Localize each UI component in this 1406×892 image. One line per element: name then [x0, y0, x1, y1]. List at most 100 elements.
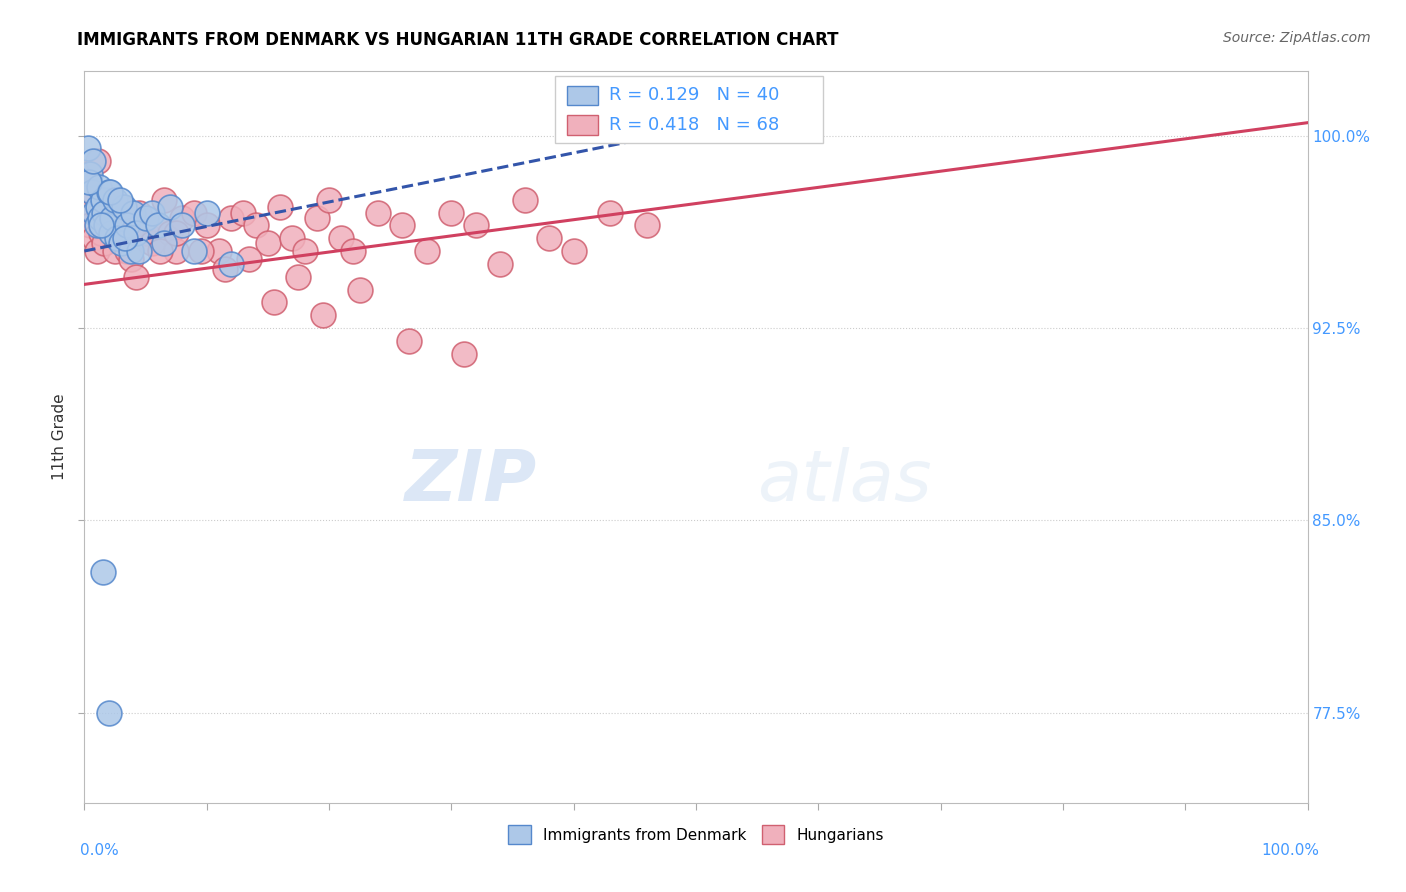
Point	[90, 226, 112, 240]
Point	[104, 244, 127, 258]
Point	[269, 200, 291, 214]
Point	[349, 283, 371, 297]
Point	[172, 211, 194, 225]
Point	[77, 200, 100, 214]
Text: atlas: atlas	[758, 448, 932, 516]
Point	[89, 211, 111, 225]
Point	[110, 200, 132, 214]
Point	[91, 211, 114, 225]
Point	[100, 219, 122, 233]
Point	[112, 200, 135, 214]
Point	[90, 219, 112, 233]
Point	[159, 226, 181, 240]
Point	[513, 193, 536, 207]
Point	[562, 244, 585, 258]
Point	[398, 334, 420, 348]
Point	[141, 236, 163, 251]
Point	[294, 244, 316, 258]
Point	[110, 236, 132, 251]
Point	[101, 211, 124, 225]
Point	[208, 244, 231, 258]
Point	[214, 262, 236, 277]
Text: IMMIGRANTS FROM DENMARK VS HUNGARIAN 11TH GRADE CORRELATION CHART: IMMIGRANTS FROM DENMARK VS HUNGARIAN 11T…	[77, 31, 839, 49]
Point	[135, 226, 157, 240]
Point	[122, 205, 145, 219]
Point	[305, 211, 328, 225]
Point	[83, 205, 105, 219]
Point	[281, 231, 304, 245]
Point	[195, 219, 218, 233]
Point	[82, 185, 104, 199]
Point	[87, 154, 110, 169]
Point	[86, 219, 108, 233]
Point	[367, 205, 389, 219]
Point	[97, 205, 120, 219]
Point	[165, 244, 187, 258]
Point	[77, 141, 100, 155]
Point	[440, 205, 463, 219]
Point	[87, 205, 110, 219]
Point	[149, 244, 172, 258]
Point	[98, 185, 121, 199]
Point	[165, 226, 187, 240]
Point	[83, 231, 105, 245]
Point	[232, 205, 254, 219]
Point	[112, 231, 135, 245]
Point	[135, 211, 157, 225]
Legend: Immigrants from Denmark, Hungarians: Immigrants from Denmark, Hungarians	[502, 819, 890, 850]
Point	[219, 211, 242, 225]
Point	[183, 205, 205, 219]
Point	[96, 219, 118, 233]
Point	[82, 154, 104, 169]
Point	[79, 167, 101, 181]
Point	[77, 167, 100, 181]
Point	[120, 252, 142, 266]
Point	[599, 205, 621, 219]
Point	[97, 706, 120, 720]
Point	[141, 205, 163, 219]
Text: 100.0%: 100.0%	[1261, 843, 1319, 858]
Point	[114, 231, 136, 245]
Point	[538, 231, 561, 245]
Point	[87, 179, 110, 194]
Point	[104, 193, 127, 207]
Point	[125, 269, 148, 284]
Point	[238, 252, 260, 266]
Point	[80, 185, 103, 199]
Point	[108, 193, 131, 207]
Point	[464, 219, 486, 233]
Point	[342, 244, 364, 258]
Point	[100, 226, 122, 240]
Point	[330, 231, 353, 245]
Point	[190, 244, 212, 258]
Point	[80, 185, 103, 199]
Point	[97, 185, 120, 199]
Point	[107, 211, 129, 225]
Point	[93, 205, 115, 219]
Point	[391, 219, 413, 233]
Text: R = 0.129   N = 40: R = 0.129 N = 40	[609, 87, 779, 104]
Point	[245, 219, 267, 233]
Point	[79, 219, 101, 233]
Point	[120, 244, 142, 258]
Point	[257, 236, 280, 251]
Point	[636, 219, 658, 233]
Point	[416, 244, 439, 258]
Point	[96, 219, 118, 233]
Point	[318, 193, 340, 207]
Point	[172, 219, 194, 233]
Point	[153, 236, 176, 251]
Text: ZIP: ZIP	[405, 448, 537, 516]
Point	[91, 565, 114, 579]
Point	[98, 193, 121, 207]
Point	[263, 295, 285, 310]
Text: 0.0%: 0.0%	[80, 843, 120, 858]
Point	[183, 244, 205, 258]
Point	[146, 219, 169, 233]
Point	[287, 269, 309, 284]
Point	[86, 244, 108, 258]
Point	[312, 308, 335, 322]
Text: Source: ZipAtlas.com: Source: ZipAtlas.com	[1223, 31, 1371, 45]
Point	[219, 257, 242, 271]
Point	[93, 236, 115, 251]
